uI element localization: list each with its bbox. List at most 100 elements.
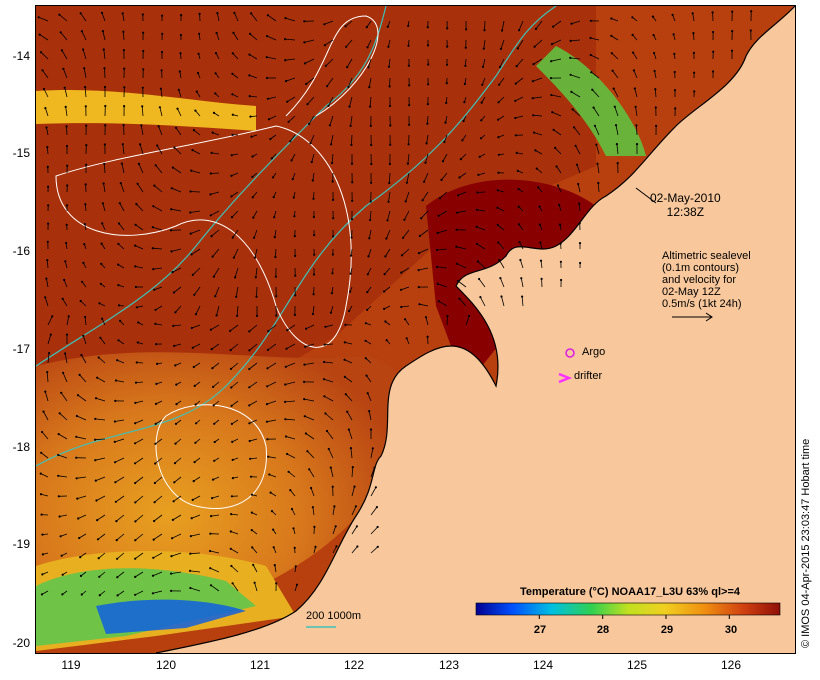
velocity-vector-head (558, 203, 561, 206)
velocity-vector (324, 20, 334, 25)
velocity-vector (60, 392, 68, 402)
velocity-vector (115, 476, 125, 483)
velocity-vector-head (117, 304, 121, 307)
velocity-vector (552, 20, 562, 27)
velocity-vector-head (691, 12, 694, 15)
velocity-vector-head (117, 242, 120, 246)
velocity-vector-head (41, 533, 44, 536)
velocity-vector-head (306, 103, 309, 106)
velocity-vector-head (114, 461, 117, 464)
velocity-vector (190, 229, 201, 234)
velocity-vector-head (455, 211, 459, 214)
velocity-vector-head (250, 511, 253, 514)
velocity-vector-head (85, 144, 88, 147)
velocity-vector-head (407, 64, 410, 67)
velocity-vector (122, 13, 125, 22)
velocity-vector-head (191, 273, 194, 276)
velocity-vector (533, 132, 543, 136)
velocity-vector (611, 52, 619, 60)
velocity-vector (135, 533, 144, 541)
velocity-vector-head (231, 72, 234, 75)
velocity-vector-head (134, 575, 137, 579)
velocity-vector-head (137, 162, 140, 165)
velocity-vector-head (139, 143, 142, 146)
velocity-vector-head (532, 63, 535, 66)
velocity-vector (122, 144, 125, 155)
velocity-vector (154, 185, 163, 193)
lon-label: 122 (343, 658, 365, 672)
velocity-vector (266, 56, 277, 60)
velocity-vector (332, 506, 335, 516)
velocity-vector-head (80, 30, 83, 33)
velocity-vector (193, 476, 201, 482)
velocity-vector-head (334, 525, 337, 528)
velocity-vector-head (457, 194, 460, 197)
velocity-vector-head (193, 461, 196, 464)
velocity-vector-head (161, 32, 164, 35)
velocity-vector-head (248, 53, 251, 56)
velocity-vector-head (266, 14, 269, 17)
velocity-vector-head (386, 25, 389, 28)
velocity-vector (368, 77, 372, 88)
velocity-vector-head (59, 31, 62, 34)
velocity-vector (368, 411, 372, 421)
velocity-vector-head (514, 116, 517, 120)
velocity-vector-head (514, 134, 517, 137)
velocity-vector-head (518, 241, 521, 244)
velocity-vector (135, 245, 144, 250)
velocity-vector-head (189, 586, 192, 590)
cool-patch-northeast (536, 46, 646, 156)
velocity-vector (267, 362, 277, 369)
velocity-vector-head (115, 520, 118, 523)
velocity-vectors (37, 10, 753, 597)
velocity-vector-head (189, 190, 192, 193)
velocity-vector-head (250, 135, 253, 138)
velocity-vector (84, 204, 87, 212)
velocity-vector (383, 286, 391, 292)
velocity-vector (103, 163, 106, 174)
velocity-vector (47, 353, 50, 364)
velocity-vector-head (331, 161, 334, 165)
velocity-vector (313, 191, 315, 199)
velocity-vector (406, 172, 410, 183)
velocity-vector-head (85, 124, 88, 127)
velocity-vector-head (75, 477, 78, 480)
velocity-vector (311, 153, 315, 163)
velocity-vector-head (673, 89, 677, 92)
velocity-vector-head (531, 80, 534, 83)
velocity-vector (551, 39, 562, 45)
velocity-vector (95, 457, 106, 461)
velocity-vector-head (41, 573, 44, 576)
velocity-vector-head (633, 87, 636, 90)
velocity-vector-head (114, 481, 117, 484)
velocity-vector-head (142, 31, 145, 34)
velocity-vector-head (292, 196, 295, 199)
velocity-vector (498, 77, 505, 85)
velocity-vector-head (456, 279, 460, 283)
velocity-vector-head (40, 593, 44, 596)
velocity-vector (171, 208, 182, 212)
velocity-vector (58, 454, 68, 459)
velocity-vector-head (209, 532, 212, 535)
velocity-vector (312, 172, 315, 181)
velocity-vector-head (94, 479, 97, 482)
velocity-vector (632, 34, 638, 41)
velocity-vector-head (350, 254, 353, 257)
velocity-vector (654, 70, 657, 79)
velocity-vector (350, 448, 353, 459)
velocity-vector (84, 316, 87, 326)
velocity-vector-head (388, 104, 392, 108)
velocity-vector-head (101, 202, 104, 205)
velocity-vector (552, 111, 562, 117)
velocity-vector-head (693, 71, 696, 74)
velocity-vector-head (383, 307, 386, 310)
velocity-vector (402, 229, 410, 239)
velocity-vector-head (98, 302, 101, 305)
velocity-vector (554, 147, 562, 155)
velocity-vector (590, 37, 600, 41)
velocity-vector (438, 210, 448, 217)
velocity-vector-head (477, 173, 480, 176)
warm-band-north (36, 89, 256, 131)
velocity-vector-head (290, 507, 294, 511)
velocity-vector-head (350, 236, 353, 239)
